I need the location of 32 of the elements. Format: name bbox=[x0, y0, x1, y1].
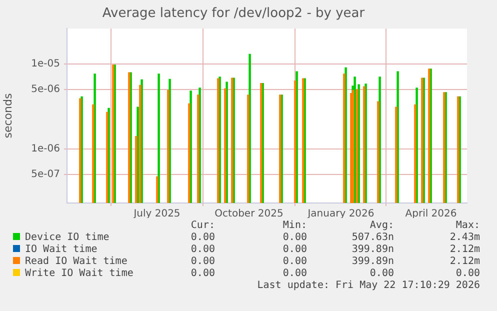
legend-label: Device IO time bbox=[24, 232, 110, 244]
text: 0.00 bbox=[190, 268, 215, 280]
legend-label: Write IO Wait time bbox=[24, 268, 134, 280]
legend-label: Read IO Wait time bbox=[24, 256, 128, 268]
text: 2.43m bbox=[448, 232, 480, 244]
y-axis-title: seconds bbox=[1, 93, 14, 138]
text: 399.89n bbox=[350, 244, 394, 256]
y-tick-label: 1e-06 bbox=[31, 143, 60, 154]
y-tick-label: 1e-05 bbox=[31, 58, 60, 70]
text: 2.12m bbox=[448, 256, 480, 268]
text: Min: bbox=[282, 220, 307, 232]
text: 0.00 bbox=[282, 268, 307, 280]
chart-title: Average latency for /dev/loop2 - by year bbox=[102, 6, 366, 22]
legend-label: IO Wait time bbox=[24, 244, 98, 256]
y-tick-label: 5e-07 bbox=[31, 168, 60, 180]
text: 0.00 bbox=[282, 244, 307, 256]
text: 399.89n bbox=[350, 256, 394, 268]
text: 2.12m bbox=[448, 244, 480, 256]
text: 0.00 bbox=[190, 256, 215, 268]
text: Max: bbox=[454, 220, 480, 232]
text: Avg: bbox=[368, 220, 394, 232]
text: Last update: Fri May 22 17:10:29 2026 bbox=[256, 280, 480, 292]
text: Cur: bbox=[190, 220, 215, 232]
y-tick-label: 5e-06 bbox=[31, 84, 60, 96]
text: 0.00 bbox=[190, 244, 215, 256]
text: 507.63n bbox=[350, 232, 394, 244]
x-tick-label: October 2025 bbox=[214, 208, 284, 220]
text: 0.00 bbox=[190, 232, 215, 244]
text: 0.00 bbox=[282, 256, 307, 268]
text: 0.00 bbox=[368, 268, 394, 280]
text: 0.00 bbox=[454, 268, 480, 280]
text: 0.00 bbox=[282, 232, 307, 244]
